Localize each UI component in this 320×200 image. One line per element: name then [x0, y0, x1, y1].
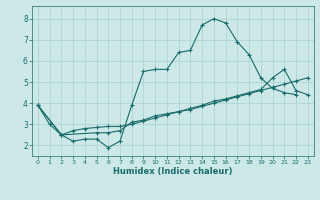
- X-axis label: Humidex (Indice chaleur): Humidex (Indice chaleur): [113, 167, 233, 176]
